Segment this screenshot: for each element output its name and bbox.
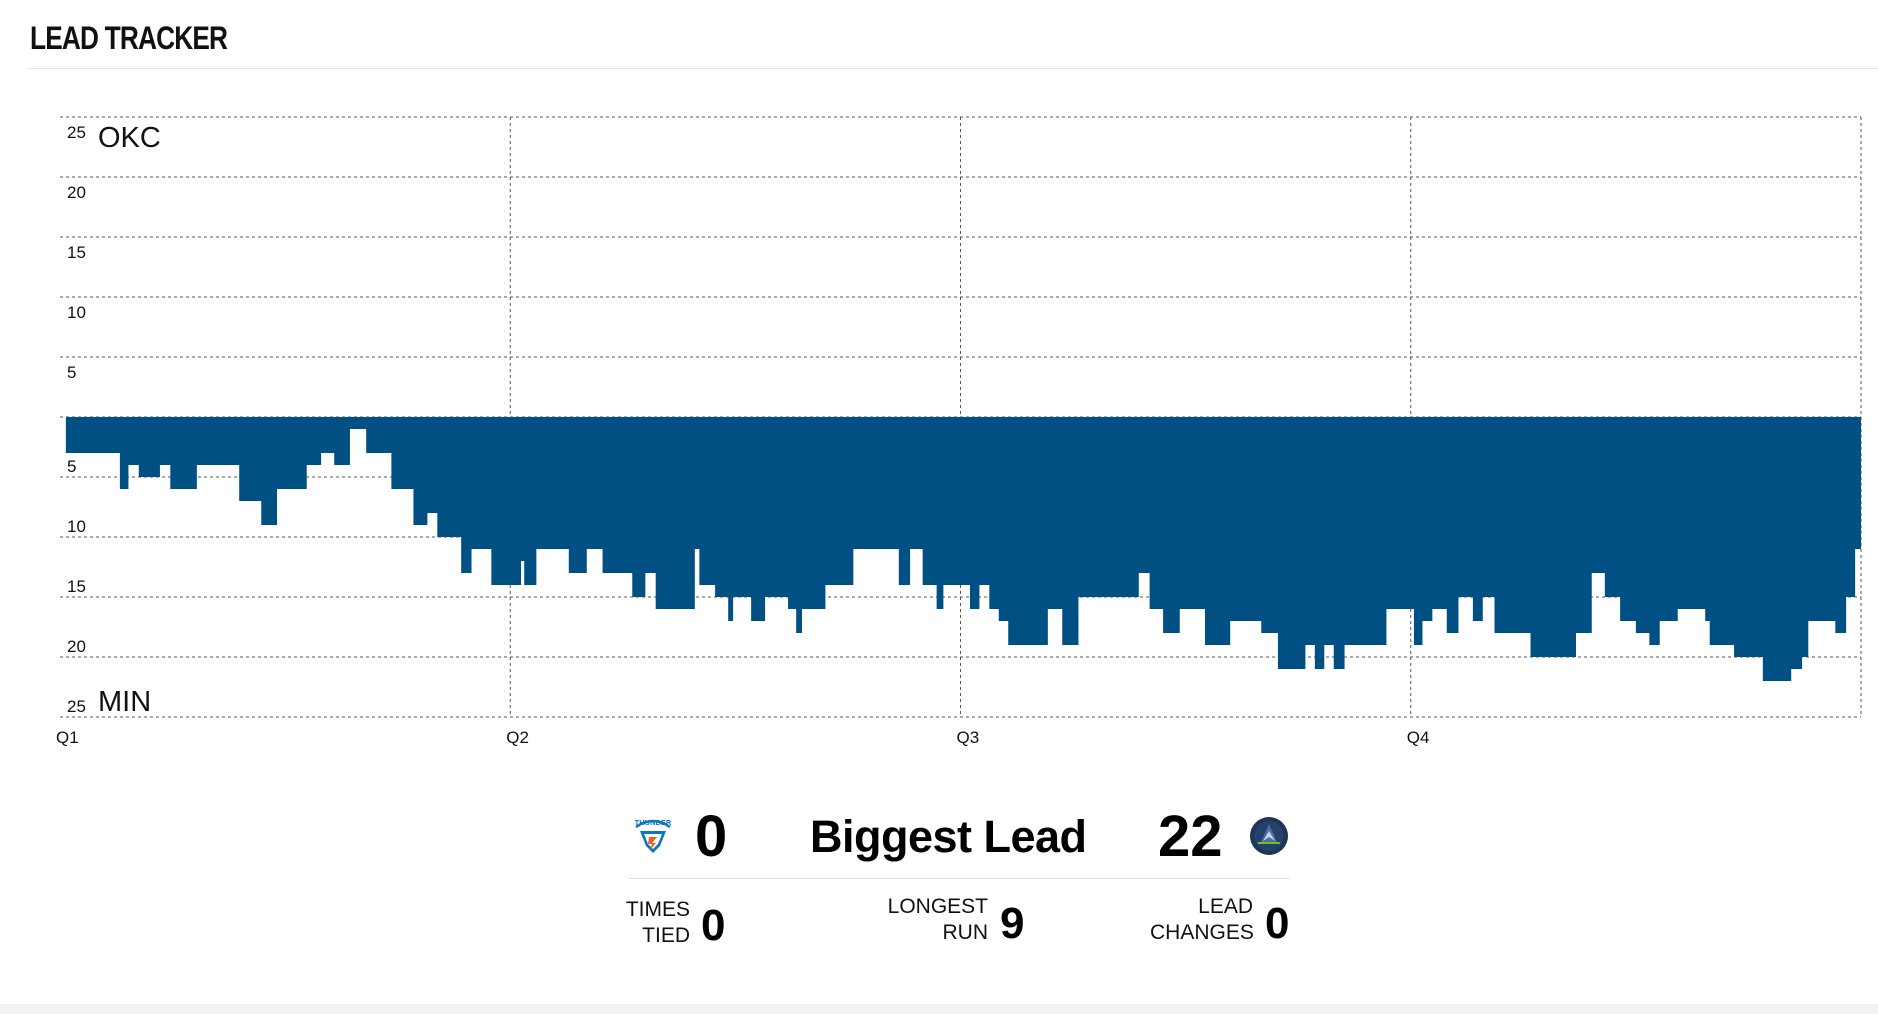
lead-changes-label-line1: LEAD: [1198, 895, 1253, 918]
lead-summary: THUNDER 0 Biggest Lead 22 TIMES TIED 0 L…: [620, 790, 1290, 970]
biggest-lead-label: Biggest Lead: [810, 811, 1087, 862]
longest-run-label-line1: LONGEST: [887, 895, 988, 918]
lead-tracker-chart: 25 20 15 10 5 5 10 15 20 25 OKC MIN Q1 Q2 Q3 Q4: [56, 116, 1862, 747]
y-tick-top-15: 15: [67, 243, 86, 262]
lead-changes-label: LEAD CHANGES: [1150, 894, 1254, 946]
times-tied-label-line2: TIED: [642, 924, 690, 947]
y-tick-top-10: 10: [67, 303, 86, 322]
y-tick-bottom-10: 10: [67, 517, 86, 536]
times-tied-label: TIMES TIED: [620, 897, 690, 949]
team-label-min: MIN: [98, 686, 151, 718]
okc-logo-text: THUNDER: [635, 818, 672, 827]
y-tick-top-20: 20: [67, 183, 86, 202]
lead-area-min: [60, 417, 1861, 681]
longest-run-value: 9: [1000, 899, 1025, 948]
okc-biggest-lead: 0: [695, 804, 728, 869]
y-tick-bottom-25: 25: [67, 697, 86, 716]
y-tick-bottom-20: 20: [67, 637, 86, 656]
summary-divider: [628, 878, 1290, 879]
lead-area-layer: [60, 417, 1861, 681]
footer-band: [0, 1004, 1878, 1014]
y-tick-top-25: 25: [67, 123, 86, 142]
x-tick-q1: Q1: [56, 728, 79, 747]
chart-labels: 25 20 15 10 5 5 10 15 20 25 OKC MIN Q1 Q2 Q3 Q4: [56, 122, 1429, 747]
lead-tracker-header: LEAD TRACKER: [28, 18, 1878, 69]
y-tick-bottom-15: 15: [67, 577, 86, 596]
min-biggest-lead: 22: [1158, 804, 1223, 869]
longest-run-label: LONGEST RUN: [880, 894, 988, 946]
x-tick-q4: Q4: [1407, 728, 1430, 747]
longest-run-label-line2: RUN: [942, 921, 989, 944]
times-tied-value: 0: [701, 901, 726, 950]
x-tick-q2: Q2: [506, 728, 529, 747]
times-tied-label-line1: TIMES: [625, 898, 690, 921]
page-title: LEAD TRACKER: [30, 20, 228, 56]
y-tick-top-5: 5: [67, 363, 76, 382]
min-timberwolves-logo-icon: [1250, 817, 1288, 855]
okc-thunder-logo-icon: THUNDER: [635, 818, 672, 853]
team-label-okc: OKC: [98, 122, 161, 154]
lead-changes-value: 0: [1265, 899, 1290, 948]
x-tick-q3: Q3: [957, 728, 980, 747]
y-tick-bottom-5: 5: [67, 457, 76, 476]
lead-changes-label-line2: CHANGES: [1150, 921, 1254, 944]
